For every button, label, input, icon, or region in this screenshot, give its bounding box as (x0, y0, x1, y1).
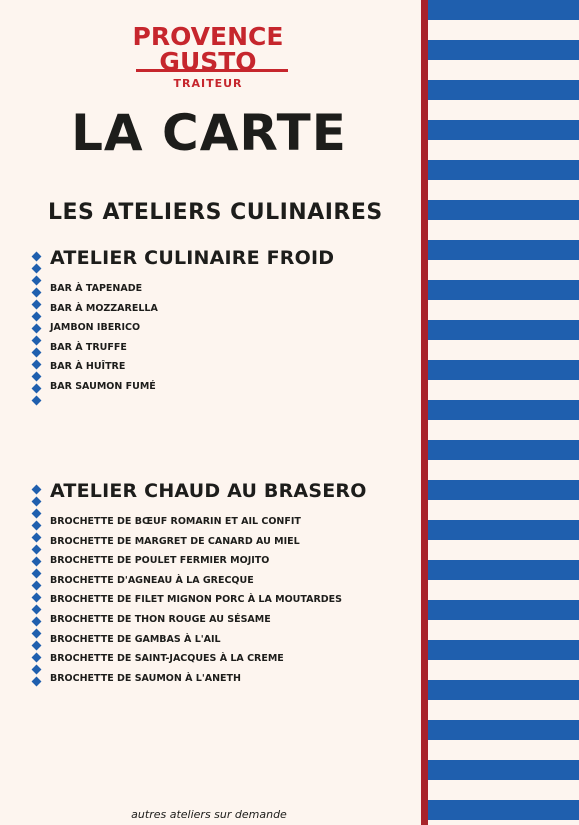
diamond-icon (31, 383, 42, 394)
atelier-title: ATELIER CHAUD AU BRASERO (50, 480, 367, 502)
logo-line-2: GUSTO (118, 49, 298, 74)
footer-note: autres ateliers sur demande (131, 808, 287, 821)
diamond-icon (31, 371, 42, 382)
diamond-icon (31, 628, 42, 639)
diamond-icon (31, 275, 42, 286)
section-title: LES ATELIERS CULINAIRES (48, 200, 383, 225)
diamond-icon (31, 520, 42, 531)
list-item: BAR À HUÎTRE (50, 361, 126, 373)
diamond-bullets (31, 484, 42, 690)
list-item: BAR À TAPENADE (50, 283, 143, 294)
diamond-icon (31, 263, 42, 274)
logo-subtitle: TRAITEUR (173, 77, 243, 90)
list-item: BROCHETTE DE POULET FERMIER MOJITO (50, 555, 270, 567)
diamond-icon (31, 251, 42, 262)
decorative-stripes (428, 0, 579, 825)
diamond-icon (31, 580, 42, 591)
logo-line-1: PROVENCE (132, 22, 284, 51)
diamond-icon (31, 616, 42, 627)
list-item: BROCHETTE DE FILET MIGNON PORC À LA MOUT… (50, 594, 343, 606)
atelier-title: ATELIER CULINAIRE FROID (50, 247, 335, 269)
provence-gusto-logo: PROVENCE GUSTO TRAITEUR (118, 24, 298, 90)
atelier-items: BROCHETTE DE BŒUF ROMARIN ET AIL CONFIT … (50, 512, 342, 688)
list-item: BROCHETTE DE SAUMON À L'ANETH (50, 672, 241, 684)
list-item: BROCHETTE DE THON ROUGE AU SÉSAME (50, 613, 271, 625)
diamond-icon (31, 395, 42, 406)
list-item: BROCHETTE DE MARGRET DE CANARD AU MIEL (50, 535, 300, 547)
diamond-icon (31, 359, 42, 370)
diamond-icon (31, 347, 42, 358)
diamond-icon (31, 652, 42, 663)
diamond-icon (31, 287, 42, 298)
diamond-icon (31, 640, 42, 651)
diamond-icon (31, 311, 42, 322)
diamond-icon (31, 544, 42, 555)
page-title: LA CARTE (71, 104, 347, 162)
diamond-icon (31, 592, 42, 603)
list-item: JAMBON IBERICO (50, 322, 141, 334)
atelier-items: BAR À TAPENADE BAR À MOZZARELLA JAMBON I… (50, 279, 158, 397)
diamond-icon (31, 484, 42, 495)
list-item: BROCHETTE DE BŒUF ROMARIN ET AIL CONFIT (50, 516, 301, 527)
diamond-icon (31, 508, 42, 519)
diamond-bullets (31, 251, 42, 409)
diamond-icon (31, 496, 42, 507)
diamond-icon (31, 676, 42, 687)
list-item: BROCHETTE DE GAMBAS À L'AIL (50, 633, 221, 645)
decorative-red-bar (421, 0, 428, 825)
logo-underline (136, 69, 288, 72)
list-item: BROCHETTE DE SAINT-JACQUES À LA CREME (50, 653, 284, 665)
diamond-icon (31, 556, 42, 567)
diamond-icon (31, 532, 42, 543)
list-item: BAR À MOZZARELLA (50, 302, 158, 314)
diamond-icon (31, 299, 42, 310)
diamond-icon (31, 323, 42, 334)
diamond-icon (31, 604, 42, 615)
list-item: BROCHETTE D'AGNEAU À LA GRECQUE (50, 574, 254, 586)
diamond-icon (31, 335, 42, 346)
list-item: BAR À TRUFFE (50, 341, 127, 353)
diamond-icon (31, 664, 42, 675)
list-item: BAR SAUMON FUMÉ (50, 380, 156, 392)
diamond-icon (31, 568, 42, 579)
